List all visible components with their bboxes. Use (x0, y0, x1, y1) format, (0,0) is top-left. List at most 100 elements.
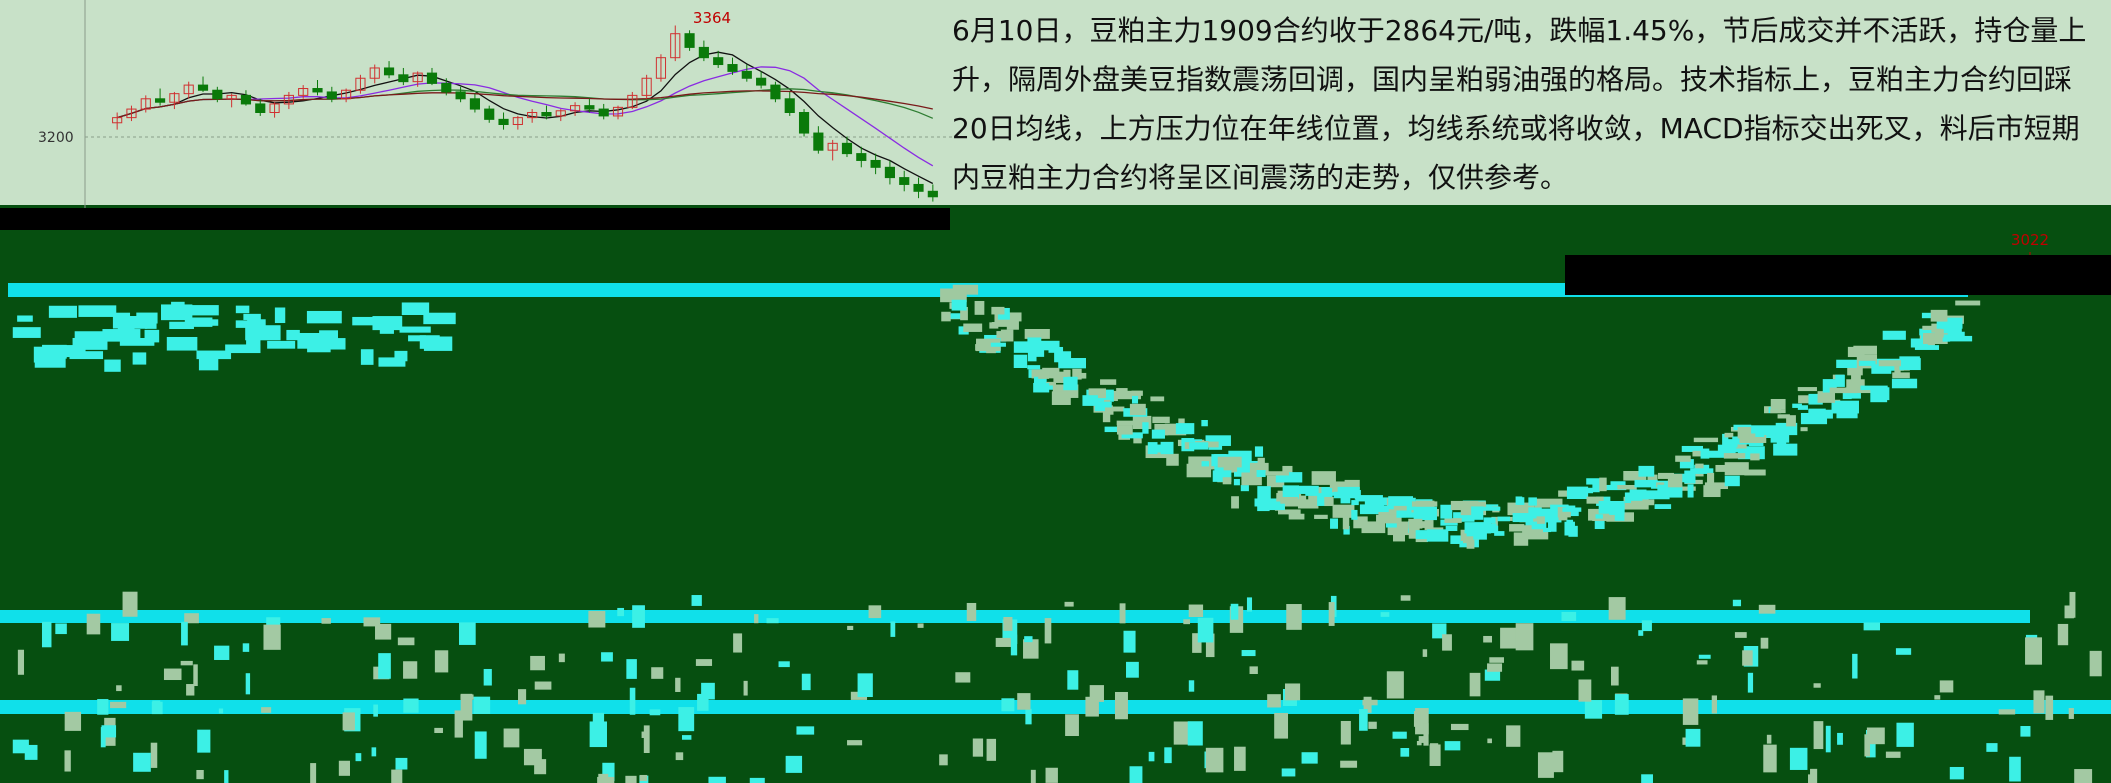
glitch-pixel (1489, 525, 1499, 534)
glitch-pixel (1723, 443, 1739, 453)
glitch-pixel (1866, 727, 1885, 745)
glitch-pixel (2020, 726, 2031, 737)
glitch-pixel (1624, 492, 1648, 503)
glitch-pixel (1610, 481, 1626, 486)
candle-body (570, 105, 581, 112)
glitch-pixel (286, 329, 300, 341)
candle-body (426, 72, 438, 84)
glitch-pixel (1003, 616, 1013, 631)
glitch-pixel (342, 712, 355, 731)
glitch-pixel (1054, 351, 1072, 363)
glitch-pixel (2057, 623, 2069, 646)
glitch-pixel (1205, 747, 1224, 773)
glitch-pixel (1777, 414, 1790, 419)
glitch-pixel (1634, 479, 1658, 488)
glitch-pixel (785, 755, 803, 773)
candle-body (269, 103, 280, 114)
glitch-pixel (399, 326, 431, 333)
glitch-pixel (1005, 312, 1022, 322)
glitch-pixel (1571, 660, 1585, 671)
candle-body (527, 112, 538, 119)
glitch-pixel (733, 633, 743, 653)
candle-body (140, 98, 151, 110)
glitch-pixel (617, 607, 625, 617)
glitch-pixel (166, 336, 198, 351)
glitch-pixel (1453, 512, 1475, 522)
glitch-pixel (1469, 672, 1481, 697)
glitch-pixel (1487, 663, 1503, 672)
glitch-pixel (1693, 437, 1719, 443)
glitch-pixel (48, 305, 77, 318)
glitch-pixel (1286, 604, 1302, 630)
glitch-pixel (197, 729, 211, 753)
glitch-pixel (64, 750, 71, 772)
glitch-pixel (1758, 604, 1776, 614)
glitch-pixel (1065, 714, 1079, 737)
glitch-pixel (1939, 680, 1954, 693)
glitch-pixel (1044, 618, 1052, 644)
candle-body (741, 70, 752, 79)
glitch-pixel (1082, 395, 1098, 406)
glitch-pixel (1949, 766, 1964, 780)
glitch-pixel (1617, 484, 1637, 490)
glitch-pixel (1249, 462, 1269, 474)
glitch-pixel (1576, 487, 1594, 494)
candle-body (727, 64, 738, 72)
glitch-pixel (2045, 695, 2054, 720)
glitch-pixel (1444, 518, 1462, 523)
glitch-pixel (1489, 657, 1504, 663)
glitch-pixel (1450, 535, 1462, 544)
y-tick-label-3200: 3200 (38, 130, 74, 146)
glitch-pixel (1484, 669, 1501, 681)
glitch-pixel (2068, 708, 2074, 719)
glitch-pixel (1631, 500, 1655, 506)
glitch-pixel (97, 699, 109, 715)
candle-body (155, 98, 166, 103)
glitch-pixel (754, 614, 759, 624)
glitch-pixel (1048, 346, 1064, 353)
glitch-pixel (1516, 505, 1529, 519)
glitch-band-2 (0, 610, 2030, 623)
annotation-high-3364: 3364 (693, 9, 731, 27)
glitch-pixel (1750, 453, 1760, 461)
news-commentary-text: 6月10日，豆粕主力1909合约收于2864元/吨，跌幅1.45%，节后成交并不… (952, 14, 2087, 194)
glitch-pixel (1133, 434, 1142, 444)
glitch-pixel (1986, 743, 1998, 752)
glitch-pixel (101, 725, 117, 738)
glitch-pixel (1368, 721, 1377, 729)
glitch-pixel (1282, 485, 1299, 499)
glitch-pixel (1836, 359, 1864, 369)
glitch-pixel (352, 316, 374, 326)
glitch-pixel (1515, 623, 1534, 651)
candle-body (226, 94, 237, 100)
glitch-pixel (1464, 522, 1492, 534)
glitch-pixel (1116, 388, 1128, 395)
glitch-pixel (1871, 364, 1892, 374)
glitch-pixel (1413, 506, 1437, 521)
candle-body (169, 93, 180, 103)
glitch-pixel (1528, 497, 1537, 506)
glitch-pixel (1483, 635, 1493, 643)
glitch-pixel (1217, 456, 1242, 468)
glitch-pixel (966, 602, 977, 622)
glitch-pixel (951, 299, 967, 311)
glitch-pixel (394, 350, 408, 362)
glitch-pixel (972, 738, 984, 757)
glitch-pixel (1406, 497, 1416, 511)
glitch-pixel (1212, 470, 1232, 482)
glitch-pixel (42, 344, 67, 359)
glitch-pixel (1657, 472, 1674, 479)
glitch-pixel (1813, 683, 1821, 688)
glitch-pixel (355, 753, 362, 762)
glitch-pixel (955, 672, 971, 683)
candle-body (541, 112, 552, 117)
candle-body (283, 94, 294, 105)
glitch-pixel (1188, 604, 1204, 618)
glitch-pixel (1641, 774, 1653, 783)
glitch-pixel (1592, 480, 1600, 493)
glitch-pixel (321, 618, 331, 624)
glitch-pixel (1858, 360, 1876, 366)
glitch-pixel (1268, 503, 1285, 511)
glitch-pixel (181, 621, 188, 646)
glitch-pixel (1837, 732, 1843, 745)
